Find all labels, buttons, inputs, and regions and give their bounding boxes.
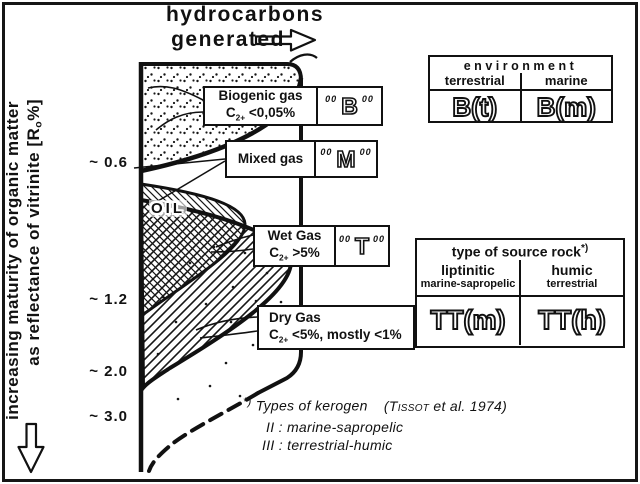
- source-rock-cell-ttm: TT(m): [430, 305, 507, 336]
- tick-2.0: ~ 2.0: [89, 363, 128, 380]
- down-arrow-icon: [17, 422, 45, 474]
- chart-title-line1: hydrocarbons: [165, 3, 325, 26]
- dry-gas-name: Dry Gas: [269, 309, 321, 325]
- environment-table: environment terrestrial marine B(t) B(m): [428, 55, 613, 123]
- quote-mark: 00: [320, 147, 333, 157]
- wet-gas-callout: Wet Gas C2+ >5% 00 T 00: [253, 225, 390, 267]
- dry-gas-envelope-curve: [141, 62, 303, 395]
- wet-gas-formula: C2+ >5%: [269, 245, 320, 264]
- y-axis-label-outer: increasing maturity of organic matter: [2, 100, 22, 420]
- mixed-symbol: M: [336, 145, 357, 172]
- tick-1.2: ~ 1.2: [89, 291, 128, 308]
- source-rock-col-humic: humic terrestrial: [519, 259, 623, 295]
- y-axis-label-inner: as reflectance of vitrinite [Ro%]: [24, 98, 45, 366]
- chart-title-line2: generated: [171, 28, 285, 51]
- dry-gas-formula: C2+ <5%, mostly <1%: [269, 326, 402, 345]
- mixed-leader: [133, 158, 226, 169]
- quote-mark: 00: [325, 94, 338, 104]
- mixed-leader: [152, 160, 226, 205]
- biogenic-symbol: B: [340, 92, 358, 119]
- biogenic-gas-name: Biogenic gas: [218, 88, 303, 104]
- right-arrow-icon: [254, 28, 317, 52]
- dry-leader: [195, 316, 258, 331]
- footnote-line3: III : terrestrial-humic: [262, 437, 393, 453]
- wet-leader: [210, 248, 254, 253]
- environment-table-header: environment: [463, 59, 578, 73]
- deep-dashed-curve: [147, 391, 260, 473]
- footnote-line1: *) Types of kerogen (Tissot et al. 1974): [243, 396, 508, 414]
- tick-3.0: ~ 3.0: [89, 408, 128, 425]
- source-rock-col-liptinitic: liptinitic marine-sapropelic: [420, 261, 516, 291]
- tick-0.6: ~ 0.6: [89, 154, 128, 171]
- biogenic-leader: [155, 111, 204, 131]
- top-right-tail: [289, 53, 318, 63]
- dry-leader: [199, 330, 258, 339]
- biogenic-leader: [147, 85, 204, 101]
- mixed-gas-name: Mixed gas: [237, 150, 304, 166]
- quote-mark: 00: [373, 234, 386, 244]
- oil-zone-label: OIL: [149, 200, 187, 217]
- environment-cell-bt: B(t): [451, 91, 498, 122]
- biogenic-gas-formula: C2+ <0,05%: [225, 105, 296, 124]
- environment-col-terrestrial: terrestrial: [444, 73, 505, 88]
- footnote-marker: *): [580, 243, 589, 254]
- environment-cell-bm: B(m): [536, 91, 597, 122]
- source-rock-table: type of source rock*) liptinitic marine-…: [415, 238, 625, 348]
- wet-symbol: T: [354, 232, 370, 259]
- leader-lines: [133, 85, 258, 339]
- wet-leader: [215, 234, 254, 248]
- quote-mark: 00: [359, 147, 372, 157]
- footnote-line2: II : marine-sapropelic: [266, 419, 404, 435]
- wet-gas-name: Wet Gas: [267, 228, 322, 244]
- dry-gas-callout: Dry Gas C2+ <5%, mostly <1%: [257, 305, 415, 350]
- mixed-gas-callout: Mixed gas 00 M 00: [225, 140, 378, 178]
- quote-mark: 00: [361, 94, 374, 104]
- quote-mark: 00: [338, 234, 351, 244]
- source-rock-cell-tth: TT(h): [537, 305, 606, 336]
- biogenic-gas-callout: Biogenic gas C2+ <0,05% 00 B 00: [203, 86, 383, 126]
- source-rock-table-header: type of source rock*): [451, 243, 589, 260]
- environment-col-marine: marine: [519, 73, 612, 89]
